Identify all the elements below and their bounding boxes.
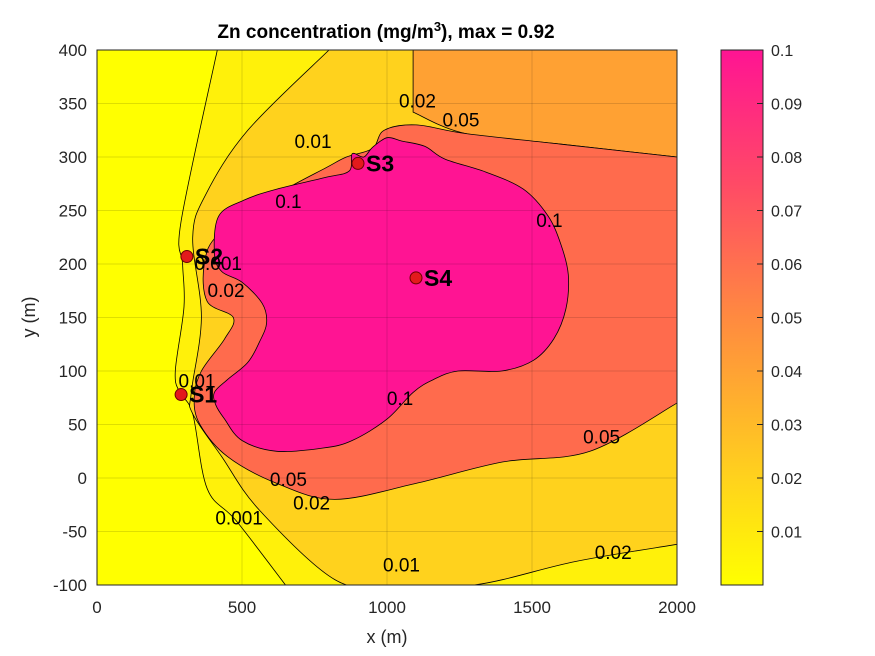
- contour-label: 0.05: [583, 427, 620, 448]
- contour-label: 0.1: [275, 192, 301, 213]
- source-label: S3: [366, 150, 394, 176]
- y-tick-label: 0: [78, 469, 87, 488]
- y-tick-label: 50: [68, 416, 87, 435]
- contour-label: 0.001: [215, 509, 263, 530]
- contour-label: 0.02: [595, 543, 632, 564]
- colorbar-tick-label: 0.03: [771, 418, 802, 435]
- colorbar-tick-label: 0.06: [771, 257, 802, 274]
- chart-title: Zn concentration (mg/m3), max = 0.92: [217, 19, 554, 43]
- contour-regions: [174, 50, 677, 585]
- grid-lines: [97, 50, 677, 585]
- y-tick-label: 300: [59, 148, 87, 167]
- x-tick-label: 1000: [368, 598, 406, 617]
- x-tick-label: 1500: [513, 598, 551, 617]
- source-markers: S1 S2 S3 S4: [174, 150, 452, 408]
- contour-label: 0.02: [293, 494, 330, 515]
- contour-label: 0.05: [442, 111, 479, 132]
- x-tick-label: 0: [92, 598, 101, 617]
- source-marker: [351, 156, 365, 170]
- x-tick-label: 500: [228, 598, 256, 617]
- plot-frame: [96, 49, 678, 586]
- source-marker: [174, 388, 188, 402]
- y-tick-label: -100: [53, 576, 87, 595]
- contour-label: 0.02: [399, 91, 436, 112]
- y-axis-label: y (m): [19, 297, 39, 338]
- contour-label: 0.1: [387, 389, 413, 410]
- contour-label: 0.01: [383, 556, 420, 577]
- y-tick-label: 150: [59, 309, 87, 328]
- contour-label: 0.1: [536, 211, 562, 232]
- y-axis-ticks: -100 -50 0 50 100 150 200 250 300 350 400: [53, 41, 87, 595]
- contour-label: 0.02: [208, 281, 245, 302]
- y-tick-label: 200: [59, 255, 87, 274]
- y-tick-label: -50: [62, 523, 87, 542]
- y-tick-label: 400: [59, 41, 87, 60]
- source-label: S1: [189, 382, 217, 408]
- y-tick-label: 100: [59, 362, 87, 381]
- contour-region-0.1: [213, 137, 569, 452]
- colorbar-tick-label: 0.05: [771, 311, 802, 328]
- source-label: S2: [195, 244, 223, 270]
- colorbar-tick-label: 0.1: [771, 43, 793, 60]
- contour-label: 0.01: [295, 132, 332, 153]
- colorbar-ticks: 0.01 0.02 0.03 0.04 0.05 0.06 0.07 0.08 0.09 0.1: [757, 43, 802, 542]
- colorbar-tick-label: 0.01: [771, 525, 802, 542]
- contour-label: 0.01: [179, 372, 216, 393]
- x-axis-label: x (m): [367, 627, 408, 647]
- colorbar-tick-label: 0.09: [771, 97, 802, 114]
- colorbar-tick-label: 0.08: [771, 150, 802, 167]
- x-axis-ticks: 0 500 1000 1500 2000: [92, 598, 696, 617]
- colorbar-tick-label: 0.04: [771, 364, 802, 381]
- y-tick-label: 350: [59, 95, 87, 114]
- y-tick-label: 250: [59, 202, 87, 221]
- colorbar-tick-label: 0.02: [771, 471, 802, 488]
- contour-label: 0.05: [270, 470, 307, 491]
- contour-labels: 0.02 0.05 0.01 0.1 0.1 0.1 0.05 0.05 0.02 0.001 0.…: [179, 91, 632, 576]
- x-tick-label: 2000: [658, 598, 696, 617]
- source-marker: [180, 250, 194, 264]
- contour-label: 0.001: [194, 254, 242, 275]
- source-label: S4: [424, 265, 452, 291]
- colorbar: [720, 49, 764, 586]
- colorbar-tick-label: 0.07: [771, 204, 802, 221]
- source-marker: [409, 271, 423, 285]
